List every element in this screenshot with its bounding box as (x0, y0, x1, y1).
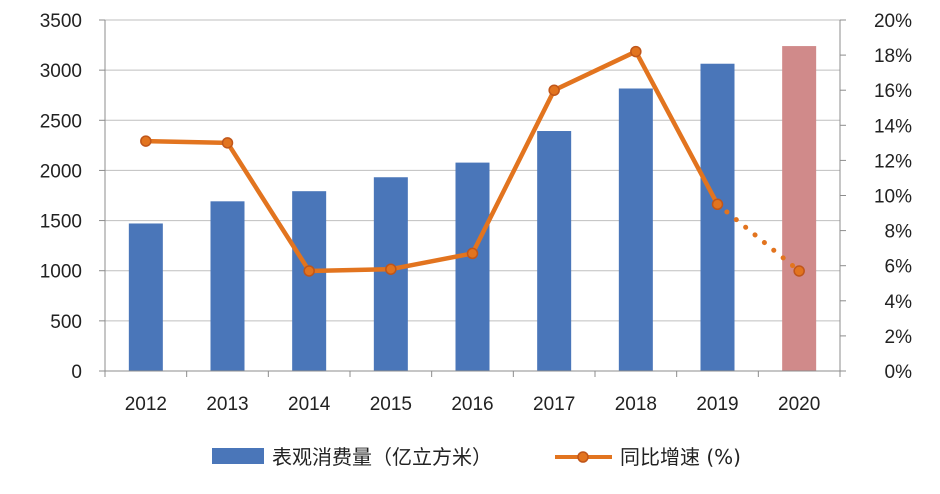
growth-point (221, 137, 234, 149)
legend-line-marker (577, 451, 589, 463)
growth-line-solid (143, 49, 720, 274)
bar-series (128, 46, 817, 372)
right-tick-label: 4% (885, 292, 913, 313)
x-axis-ticks: 2012 2013 2014 2015 2016 2017 2018 2019 2020 (125, 394, 821, 415)
x-tick-label: 2017 (533, 394, 575, 415)
right-tick-label: 0% (885, 362, 913, 383)
left-tick-label: 3000 (40, 61, 82, 82)
growth-point (793, 265, 805, 277)
growth-point (385, 263, 397, 275)
left-tick-label: 3500 (40, 11, 82, 32)
left-tick-label: 1000 (40, 262, 82, 283)
right-tick-label: 12% (874, 151, 912, 172)
growth-point (711, 198, 724, 211)
bar (618, 88, 653, 371)
bar (128, 223, 163, 371)
legend-line-label: 同比增速 (%) (620, 445, 741, 469)
x-tick-label: 2020 (778, 394, 820, 415)
x-tick-label: 2019 (696, 394, 738, 415)
x-tick-label: 2015 (370, 394, 412, 415)
growth-point (630, 45, 642, 58)
x-tick-label: 2012 (125, 394, 167, 415)
left-tick-label: 2000 (40, 161, 82, 182)
right-tick-label: 10% (874, 187, 912, 208)
left-tick-label: 1500 (40, 212, 82, 233)
right-axis-ticks: 0% 2% 4% 6% 8% 10% 12% 14% 16% 18% 20% (874, 11, 912, 383)
bar (700, 63, 735, 371)
right-tick-label: 8% (885, 222, 913, 243)
right-tick-label: 2% (885, 327, 913, 348)
axes (99, 19, 846, 377)
growth-point (466, 247, 479, 260)
growth-point (140, 135, 152, 147)
legend-bar-swatch (212, 448, 264, 464)
right-tick-label: 20% (874, 11, 912, 32)
x-tick-label: 2016 (451, 394, 493, 415)
legend-bar-label: 表观消费量（亿立方米） (272, 445, 492, 469)
x-tick-label: 2018 (615, 394, 657, 415)
x-tick-label: 2014 (288, 394, 331, 415)
bar (537, 131, 572, 371)
line-series (140, 45, 805, 277)
growth-point (303, 265, 315, 277)
left-tick-label: 2500 (40, 111, 82, 132)
x-tick-label: 2013 (206, 394, 248, 415)
left-tick-label: 0 (71, 362, 82, 383)
right-tick-label: 18% (874, 46, 912, 67)
left-tick-label: 500 (50, 312, 82, 333)
bar (455, 162, 490, 371)
left-axis-ticks: 0 500 1000 1500 2000 2500 3000 3500 (40, 11, 82, 383)
legend: 表观消费量（亿立方米） 同比增速 (%) (212, 445, 741, 469)
right-tick-label: 16% (874, 81, 912, 102)
bar (210, 201, 245, 371)
bar (782, 46, 817, 372)
growth-point (548, 84, 560, 96)
right-tick-label: 14% (874, 116, 912, 137)
bar (292, 191, 327, 371)
right-tick-label: 6% (885, 257, 913, 278)
